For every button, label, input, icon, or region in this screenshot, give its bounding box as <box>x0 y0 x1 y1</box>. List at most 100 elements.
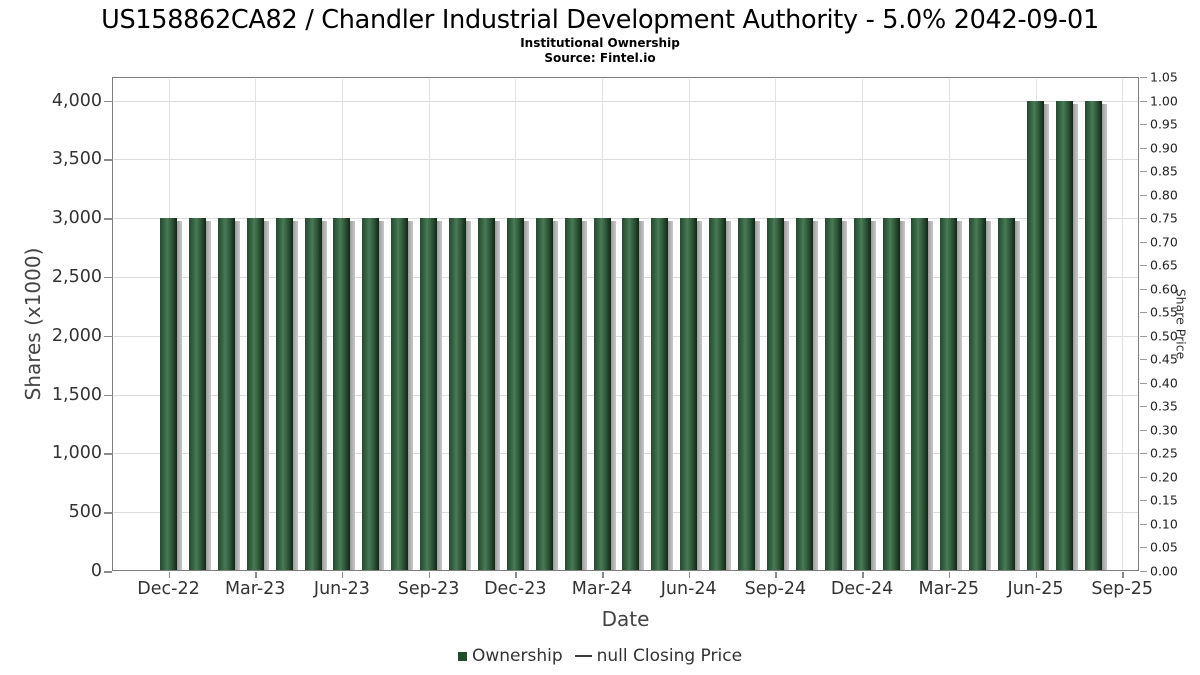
ownership-bar[interactable] <box>940 218 963 571</box>
y-right-tick-label: 0.55 <box>1150 304 1178 320</box>
legend-item[interactable]: null Closing Price <box>574 646 742 666</box>
y-right-tick-label: 0.75 <box>1150 210 1178 226</box>
y-right-tick-mark <box>1140 335 1147 337</box>
y-right-tick-mark <box>1140 265 1147 267</box>
y-right-tick-label: 0.95 <box>1150 116 1178 132</box>
ownership-bar[interactable] <box>449 218 471 571</box>
ownership-bar[interactable] <box>1055 100 1078 572</box>
legend-label: Ownership <box>471 646 563 666</box>
ownership-bar[interactable] <box>391 218 414 571</box>
ownership-bar[interactable] <box>622 218 645 571</box>
y-left-tick-label: 1,500 <box>51 384 102 405</box>
x-tick-label: Jun-24 <box>660 579 717 599</box>
ownership-bar[interactable] <box>188 218 211 571</box>
ownership-bar[interactable] <box>420 218 443 571</box>
x-tick-mark <box>1035 572 1037 578</box>
y-right-tick-label: 0.10 <box>1150 516 1178 532</box>
y-right-tick-mark <box>1140 100 1147 102</box>
y-left-tick-mark <box>104 276 112 279</box>
gridline-horizontal <box>114 100 1138 102</box>
x-tick-mark <box>862 572 864 578</box>
ownership-bar[interactable] <box>304 218 327 571</box>
ownership-bar[interactable] <box>766 218 789 571</box>
y-right-tick-label: 0.70 <box>1150 234 1178 250</box>
y-right-tick-mark <box>1140 124 1147 126</box>
y-right-tick-label: 0.15 <box>1150 492 1178 508</box>
y-left-tick-label: 0 <box>90 561 102 581</box>
ownership-bar[interactable] <box>564 218 587 571</box>
x-tick-label: Sep-23 <box>397 579 460 599</box>
ownership-bar[interactable] <box>651 218 674 571</box>
y-left-tick-mark <box>104 218 112 220</box>
x-tick-mark <box>341 572 344 578</box>
ownership-bar[interactable] <box>795 218 818 571</box>
x-tick-label: Mar-23 <box>224 579 286 599</box>
y-left-tick-label: 1,000 <box>51 443 102 464</box>
ownership-bar[interactable] <box>969 218 992 571</box>
ownership-bar[interactable] <box>824 218 847 571</box>
chart-source: Source: Fintel.io <box>544 51 656 65</box>
ownership-bar[interactable] <box>882 218 905 571</box>
ownership-bar[interactable] <box>1084 100 1107 572</box>
ownership-bar[interactable] <box>275 218 298 571</box>
ownership-bar[interactable] <box>1027 100 1049 572</box>
y-right-tick-label: 0.40 <box>1150 375 1178 391</box>
y-left-tick-label: 500 <box>68 502 102 523</box>
y-left-tick-mark <box>104 394 112 397</box>
y-right-tick-mark <box>1140 312 1147 314</box>
ownership-bar[interactable] <box>738 218 760 571</box>
chart-title: US158862CA82 / Chandler Industrial Devel… <box>101 5 1099 35</box>
ownership-bar[interactable] <box>709 218 732 571</box>
ownership-bar[interactable] <box>362 218 385 571</box>
y-right-tick-mark <box>1140 194 1147 196</box>
x-axis-title: Date <box>601 607 650 631</box>
x-tick-mark <box>688 572 691 578</box>
ownership-bar[interactable] <box>477 218 500 571</box>
y-right-tick-mark <box>1140 382 1147 384</box>
y-right-tick-label: 0.00 <box>1150 563 1178 579</box>
plot-border <box>112 77 1139 571</box>
y-right-tick-label: 0.60 <box>1150 281 1178 297</box>
x-tick-mark <box>515 572 517 578</box>
y-left-tick-label: 3,500 <box>51 149 102 170</box>
y-axis-title-right: Share Price <box>1173 288 1189 360</box>
x-tick-label: Dec-24 <box>830 579 894 599</box>
y-right-tick-label: 0.05 <box>1150 539 1178 555</box>
ownership-bar[interactable] <box>911 218 934 571</box>
y-left-tick-mark <box>104 100 112 103</box>
ownership-bar[interactable] <box>333 218 356 571</box>
x-tick-mark <box>428 572 431 578</box>
x-tick-label: Sep-24 <box>744 579 807 599</box>
y-left-tick-label: 2,000 <box>51 325 102 346</box>
y-right-tick-label: 0.45 <box>1150 351 1178 367</box>
x-tick-label: Sep-25 <box>1091 579 1153 599</box>
x-tick-mark <box>1122 572 1124 578</box>
ownership-bar[interactable] <box>680 218 703 571</box>
ownership-bar[interactable] <box>217 218 240 571</box>
y-right-tick-mark <box>1140 359 1147 361</box>
y-right-tick-label: 0.50 <box>1150 328 1178 344</box>
y-right-tick-label: 0.65 <box>1150 257 1178 273</box>
ownership-bar[interactable] <box>593 218 616 571</box>
ownership-bar[interactable] <box>160 218 182 571</box>
y-right-tick-mark <box>1140 241 1147 243</box>
y-right-tick-mark <box>1140 547 1147 549</box>
gridline-vertical <box>1122 79 1124 570</box>
ownership-bar[interactable] <box>246 218 269 571</box>
gridline-horizontal <box>114 159 1138 161</box>
ownership-bar[interactable] <box>998 218 1021 571</box>
x-tick-label: Mar-24 <box>571 579 633 599</box>
y-right-tick-label: 0.85 <box>1150 163 1178 179</box>
legend-item[interactable]: Ownership <box>457 646 563 666</box>
ownership-bar[interactable] <box>506 218 529 571</box>
y-left-tick-label: 4,000 <box>51 90 102 111</box>
ownership-bar[interactable] <box>853 218 876 571</box>
y-right-tick-mark <box>1140 571 1147 572</box>
y-right-tick-label: 0.90 <box>1150 140 1178 156</box>
ownership-bar[interactable] <box>535 218 558 571</box>
y-right-tick-mark <box>1140 406 1147 408</box>
legend: Ownership null Closing Price <box>0 646 1200 666</box>
y-right-tick-mark <box>1140 77 1147 78</box>
x-tick-label: Dec-22 <box>137 579 200 599</box>
